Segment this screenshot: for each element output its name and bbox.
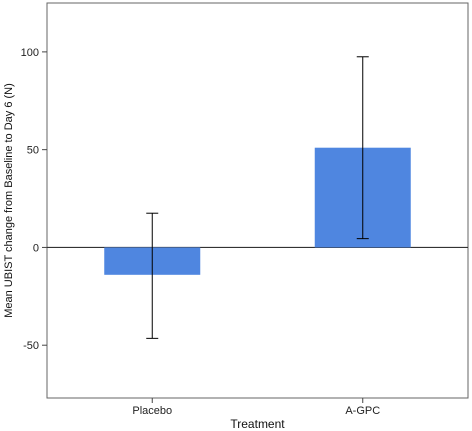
y-tick-label: 100 [21,47,39,59]
plot-frame [46,2,469,399]
x-tick-label: A-GPC [345,405,380,417]
x-tick-label: Placebo [132,405,172,417]
x-axis-title: Treatment [230,417,285,431]
y-axis-title: Mean UBIST change from Baseline to Day 6… [3,83,15,318]
y-tick-label: -50 [23,340,39,352]
y-tick-label: 0 [33,242,39,254]
plot-area: -50 0 50 100 Placebo A-GPC [21,2,469,417]
y-tick-label: 50 [27,145,39,157]
